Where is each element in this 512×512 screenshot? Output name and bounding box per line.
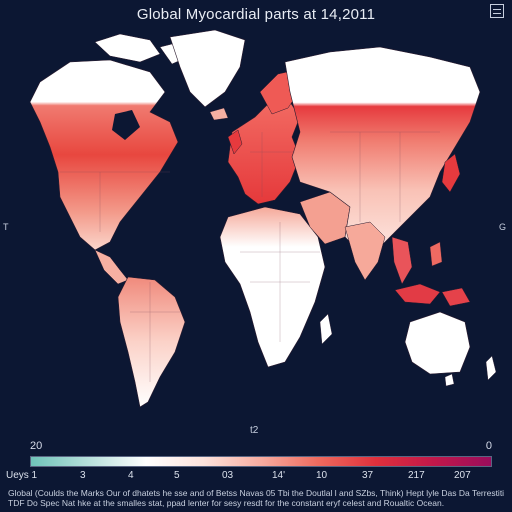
africa	[219, 206, 326, 368]
legend-tick: 10	[316, 470, 328, 481]
japan	[441, 153, 461, 193]
footnote-line-1: Global (Coulds the Marks Our of dhatets …	[8, 488, 504, 498]
southeast-asia	[391, 236, 413, 285]
arctic-islands	[94, 33, 161, 63]
north-america	[29, 59, 179, 251]
asia	[284, 46, 481, 253]
legend-tick: 03	[222, 470, 234, 481]
greenland	[169, 29, 246, 108]
uk	[227, 129, 243, 155]
indonesia	[394, 283, 441, 305]
south-america	[117, 276, 186, 408]
legend-tick: 3	[80, 470, 86, 481]
new-zealand	[485, 355, 497, 381]
left-edge-label: T	[3, 222, 9, 232]
legend-tick: 207	[454, 470, 471, 481]
world-map	[0, 22, 512, 422]
menu-icon[interactable]	[490, 4, 504, 18]
legend-tick: 217	[408, 470, 425, 481]
legend-ticks: Ueys 1 3 4 5 03 14' 10 37 217 207	[6, 470, 506, 484]
right-edge-label: G	[498, 222, 506, 232]
madagascar	[319, 313, 333, 345]
central-america	[94, 249, 129, 285]
legend-tick: 4	[128, 470, 134, 481]
europe	[227, 101, 301, 205]
scale-max-label: 0	[485, 440, 492, 452]
australia	[404, 311, 471, 375]
footnote: Global (Coulds the Marks Our of dhatets …	[8, 488, 504, 508]
legend-tick: 14'	[272, 470, 286, 481]
india	[344, 221, 386, 281]
scale-min-label: 20	[30, 440, 43, 452]
legend-prefix: Ueys 1	[6, 470, 38, 481]
color-scale-bar	[30, 456, 492, 467]
legend-tick: 37	[362, 470, 374, 481]
center-scale-label: t2	[250, 425, 259, 436]
map-title: Global Myocardial parts at 14,2011	[136, 6, 376, 23]
legend-tick: 5	[174, 470, 180, 481]
footnote-line-2: TDF Do Spec Nat hke at the smalles stat,…	[8, 498, 445, 508]
